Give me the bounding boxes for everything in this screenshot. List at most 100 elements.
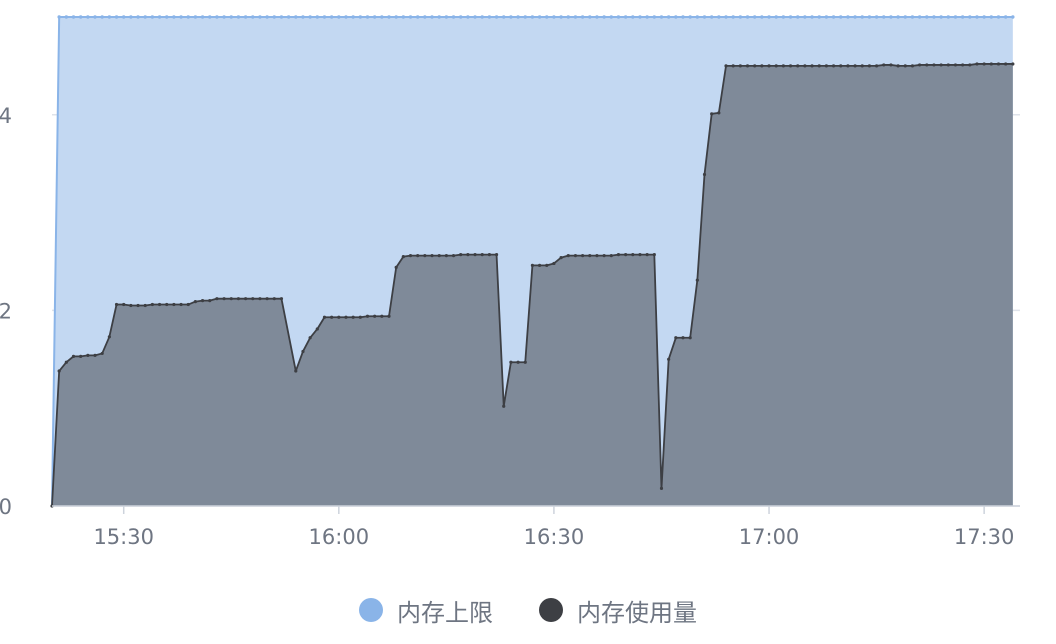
data-point: [344, 15, 348, 19]
data-point: [423, 15, 427, 19]
data-point: [867, 64, 872, 68]
data-point: [337, 315, 341, 319]
data-point: [659, 15, 664, 19]
data-point: [1003, 15, 1008, 19]
legend-item-memory-usage[interactable]: 内存使用量: [539, 593, 697, 628]
data-point: [681, 15, 685, 19]
data-point: [143, 303, 147, 308]
data-point: [602, 254, 606, 258]
data-point: [781, 15, 786, 19]
data-point: [71, 354, 76, 358]
data-point: [817, 64, 821, 68]
data-point: [846, 64, 850, 68]
data-point: [710, 112, 714, 116]
data-point: [946, 15, 950, 19]
data-point: [401, 255, 405, 259]
data-point: [380, 314, 384, 318]
data-point: [157, 302, 162, 307]
data-point: [79, 354, 83, 358]
data-point: [860, 15, 864, 19]
data-point: [265, 297, 269, 301]
data-point: [387, 314, 391, 318]
data-point: [351, 15, 355, 19]
data-point: [731, 64, 735, 68]
data-point: [559, 255, 563, 260]
data-point: [208, 15, 212, 19]
data-point: [444, 15, 449, 19]
data-point: [516, 15, 520, 19]
data-point: [136, 303, 140, 308]
data-point: [996, 62, 1001, 66]
data-point: [86, 15, 90, 19]
legend-item-memory-limit[interactable]: 内存上限: [359, 593, 493, 628]
data-point: [903, 64, 907, 68]
data-point: [114, 15, 119, 19]
legend-label-memory-limit: 内存上限: [397, 598, 493, 627]
data-point: [989, 15, 994, 19]
x-tick-label: 16:30: [524, 525, 585, 549]
data-point: [315, 327, 319, 331]
data-point: [509, 360, 513, 364]
data-point: [143, 15, 147, 19]
data-point: [107, 335, 111, 339]
data-point: [322, 15, 327, 19]
legend-label-memory-usage: 内存使用量: [577, 598, 697, 627]
data-point: [803, 15, 807, 19]
data-point: [917, 15, 922, 19]
data-point: [573, 15, 578, 19]
data-point: [667, 357, 671, 361]
data-point: [788, 64, 793, 68]
data-point: [624, 253, 628, 257]
data-point: [193, 15, 198, 19]
data-point: [695, 15, 700, 19]
data-point: [150, 302, 154, 307]
data-point: [122, 15, 126, 19]
data-point: [882, 15, 886, 19]
data-point: [638, 15, 642, 19]
data-point: [294, 15, 298, 19]
data-point: [494, 15, 499, 19]
data-point: [717, 111, 721, 115]
data-point: [57, 15, 61, 19]
data-point: [200, 15, 205, 19]
data-point: [451, 15, 456, 19]
data-point: [674, 15, 678, 19]
data-point: [100, 15, 104, 19]
data-point: [530, 263, 535, 268]
data-point: [774, 15, 778, 19]
data-point: [179, 15, 183, 19]
data-point: [93, 15, 97, 19]
data-point: [301, 15, 305, 19]
data-point: [545, 263, 549, 268]
data-point: [165, 15, 169, 19]
data-point: [365, 15, 370, 19]
data-point: [93, 353, 97, 357]
data-point: [666, 15, 671, 19]
data-point: [860, 64, 864, 68]
data-point: [709, 15, 714, 19]
data-point: [1011, 62, 1015, 66]
data-point: [416, 254, 420, 258]
data-point: [910, 15, 915, 19]
data-point: [839, 64, 843, 68]
data-point: [64, 15, 69, 19]
data-point: [824, 64, 829, 68]
data-point: [172, 15, 176, 19]
data-point: [473, 253, 477, 257]
data-point: [796, 64, 800, 68]
y-tick-label: 2: [0, 299, 12, 323]
data-point: [258, 15, 262, 19]
data-point: [1011, 15, 1015, 19]
data-point: [487, 15, 492, 19]
data-point: [552, 15, 556, 19]
data-point: [150, 15, 155, 19]
data-point: [466, 253, 470, 257]
data-point: [896, 64, 900, 68]
data-point: [745, 64, 750, 68]
data-point: [645, 15, 649, 19]
data-point: [609, 15, 613, 19]
data-point: [165, 302, 169, 307]
data-point: [157, 15, 162, 19]
data-point: [695, 278, 699, 282]
data-point: [509, 15, 513, 19]
